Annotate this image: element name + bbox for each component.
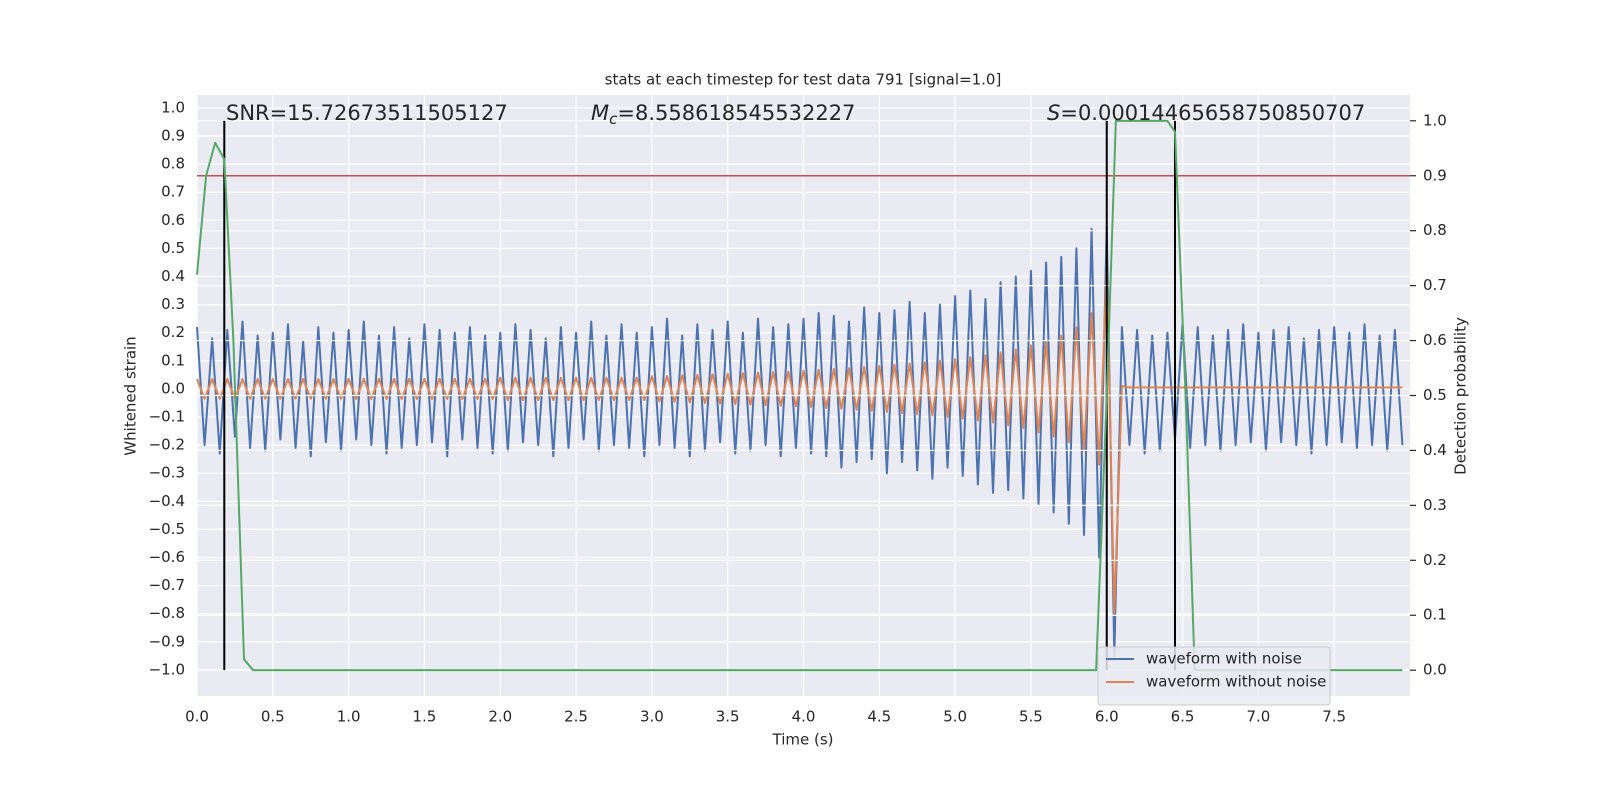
- annotation-subscript: c: [609, 110, 618, 128]
- y-tick-label: −0.3: [149, 464, 185, 482]
- x-tick-label: 1.5: [413, 708, 437, 726]
- y2-tick-label: 1.0: [1423, 111, 1447, 129]
- y-tick-label: 0.3: [161, 295, 185, 313]
- y2-tick-label: 0.8: [1423, 221, 1447, 239]
- annotation: S=0.00014465658750850707: [1047, 101, 1365, 125]
- y2-tick-label: 0.6: [1423, 331, 1447, 349]
- x-axis-label: Time (s): [772, 731, 834, 749]
- x-tick-label: 0.0: [185, 708, 209, 726]
- y2-tick-label: 0.1: [1423, 606, 1447, 624]
- y2-tick-label: 0.2: [1423, 551, 1447, 569]
- chart-title: stats at each timestep for test data 791…: [605, 71, 1002, 89]
- annotation: SNR=15.72673511505127: [226, 101, 508, 125]
- y-tick-label: 1.0: [161, 98, 185, 116]
- x-tick-label: 2.0: [488, 708, 512, 726]
- y2-tick-label: 0.0: [1423, 661, 1447, 679]
- y-tick-label: −0.8: [149, 604, 185, 622]
- y-tick-label: 0.4: [161, 267, 185, 285]
- x-tick-label: 6.5: [1171, 708, 1195, 726]
- annotation-text: =0.00014465658750850707: [1060, 101, 1365, 125]
- y-tick-label: −0.6: [149, 548, 185, 566]
- x-tick-label: 7.5: [1322, 708, 1346, 726]
- y-tick-label: 0.6: [161, 211, 185, 229]
- y2-tick-label: 0.7: [1423, 276, 1447, 294]
- y-tick-label: −0.1: [149, 407, 185, 425]
- legend-label: waveform without noise: [1146, 673, 1326, 691]
- x-tick-label: 0.5: [261, 708, 285, 726]
- y-tick-label: 0.0: [161, 379, 185, 397]
- y-tick-label: −0.4: [149, 492, 185, 510]
- y-tick-label: 0.5: [161, 239, 185, 257]
- y-tick-label: 0.2: [161, 323, 185, 341]
- legend-label: waveform with noise: [1146, 650, 1302, 668]
- y-tick-label: −1.0: [149, 660, 185, 678]
- y-tick-label: 0.1: [161, 351, 185, 369]
- y-tick-label: −0.2: [149, 436, 185, 454]
- y-tick-label: 0.7: [161, 183, 185, 201]
- series-line: [196, 269, 1403, 615]
- y-tick-label: −0.9: [149, 632, 185, 650]
- y2-tick-label: 0.3: [1423, 496, 1447, 514]
- x-tick-label: 5.5: [1019, 708, 1043, 726]
- x-tick-label: 6.0: [1095, 708, 1119, 726]
- annotation-text: =8.558618545532227: [617, 101, 855, 125]
- y2-tick-label: 0.5: [1423, 386, 1447, 404]
- y-axis-label: Whitened strain: [122, 336, 140, 455]
- x-tick-label: 4.0: [792, 708, 816, 726]
- y-tick-label: −0.7: [149, 576, 185, 594]
- annotation: Mc=8.558618545532227: [591, 101, 855, 128]
- y2-tick-label: 0.9: [1423, 166, 1447, 184]
- y-tick-label: −0.5: [149, 520, 185, 538]
- y2-tick-label: 0.4: [1423, 441, 1447, 459]
- x-tick-label: 3.5: [716, 708, 740, 726]
- y-tick-label: 0.8: [161, 155, 185, 173]
- x-tick-label: 1.0: [337, 708, 361, 726]
- series-line: [196, 119, 1403, 672]
- y-tick-label: 0.9: [161, 127, 185, 145]
- x-tick-label: 2.5: [564, 708, 588, 726]
- y2-axis-label: Detection probability: [1452, 317, 1470, 475]
- x-tick-label: 5.0: [943, 708, 967, 726]
- annotation-symbol: S: [1047, 101, 1060, 125]
- x-tick-label: 3.0: [640, 708, 664, 726]
- x-tick-label: 7.0: [1246, 708, 1270, 726]
- annotation-symbol: M: [591, 101, 609, 125]
- x-tick-label: 4.5: [867, 708, 891, 726]
- legend-box: [1097, 646, 1331, 706]
- annotation-text: SNR=15.72673511505127: [226, 101, 508, 125]
